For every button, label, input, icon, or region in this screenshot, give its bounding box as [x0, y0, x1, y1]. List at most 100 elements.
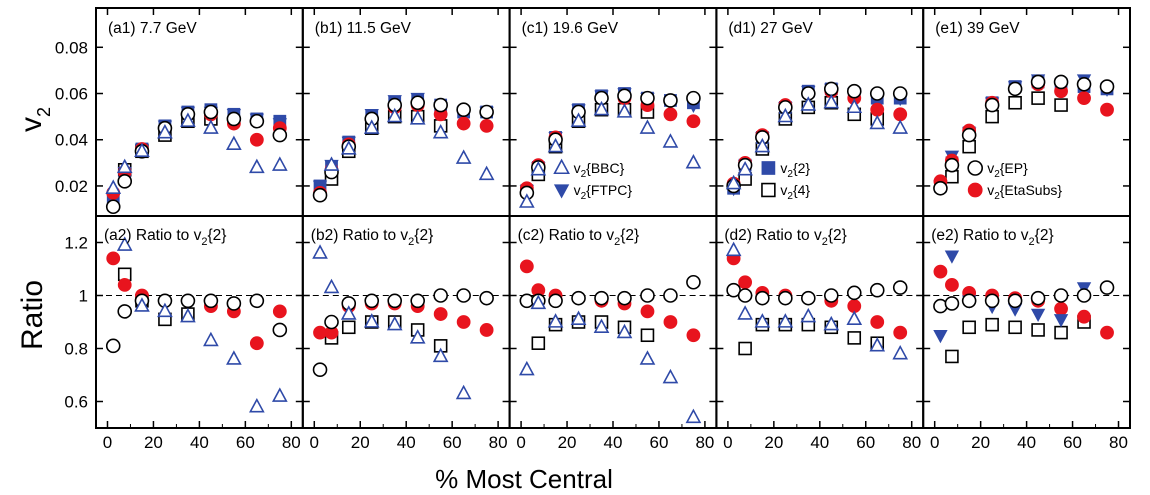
x-tick-label: 0: [723, 433, 732, 452]
data-point-v2_bbc: [105, 179, 122, 194]
data-point-v2_bbc: [518, 193, 535, 208]
data-point-v2_ep: [249, 113, 265, 129]
data-point-v2_bbc: [530, 160, 547, 176]
ratio-point-v2_ep: [433, 288, 448, 303]
data-point-v2_ep: [1053, 74, 1069, 90]
data-point-v2_eta: [479, 118, 494, 133]
data-point-v2_bbc: [754, 137, 771, 153]
data-point-v2_bbc: [409, 110, 426, 125]
data-point-v2_bbc: [134, 142, 150, 157]
x-tick-label: 0: [310, 433, 319, 452]
data-point-v2_4: [985, 109, 999, 124]
ratio-point-v2_ep: [984, 293, 1000, 309]
ratio-point-v2_4: [1031, 323, 1045, 337]
ratio-point-v2_ep: [1076, 288, 1092, 303]
legend-marker-v2_ftpc: [553, 184, 570, 199]
ratio-point-v2_ep: [312, 362, 328, 378]
ratio-point-v2_ep: [801, 290, 816, 306]
legend-marker-v2_4: [761, 182, 776, 198]
ratio-point-v2_4: [1054, 325, 1068, 340]
data-point-v2_bbc: [340, 140, 357, 155]
ratio-point-v2_eta: [519, 259, 534, 274]
data-point-v2_bbc: [869, 114, 886, 130]
legend-marker-v2_bbc: [553, 158, 570, 175]
data-point-v2_ep: [479, 104, 494, 120]
data-point-v2_ep: [272, 127, 288, 143]
ratio-point-v2_eta: [249, 336, 264, 351]
data-point-v2_ep: [433, 97, 448, 113]
ratio-point-v2_4: [1008, 320, 1022, 335]
data-point-v2_eta: [1100, 102, 1114, 117]
ratio-point-v2_ep: [226, 296, 242, 311]
ratio-point-v2_ep: [778, 290, 793, 306]
data-point-v2_bbc: [800, 96, 817, 111]
ratio-point-v2_4: [531, 336, 546, 350]
ratio-point-v2_ep: [387, 293, 403, 309]
x-tick-label: 20: [351, 433, 370, 452]
ratio-point-v2_bbc: [226, 350, 242, 365]
data-point-v2_eta: [686, 114, 701, 129]
ratio-point-v2_ep: [105, 338, 121, 354]
x-tick-label: 80: [695, 433, 714, 452]
ratio-point-v2_ep: [892, 280, 908, 295]
ratio-point-v2_eta: [433, 307, 448, 321]
ratio-point-v2_ep: [571, 290, 586, 306]
data-point-v2_bbc: [203, 119, 219, 134]
data-point-v2_bbc: [823, 93, 840, 109]
x-tick-label: 20: [764, 433, 783, 452]
data-point-v2_bbc: [737, 160, 753, 176]
x-tick-label: 40: [190, 433, 209, 452]
data-point-v2_ep: [846, 83, 862, 99]
data-point-v2_ep: [984, 97, 1000, 113]
x-tick-label: 60: [443, 433, 462, 452]
data-point-v2_ep: [105, 199, 121, 215]
ratio-point-v2_ep: [737, 288, 753, 303]
ratio-point-v2_bbc: [409, 329, 426, 344]
ratio-point-v2_eta: [456, 315, 471, 329]
ratio-point-v2_ep: [617, 290, 632, 306]
data-point-v2_ep: [823, 81, 839, 97]
ratio-point-v2_eta: [640, 304, 655, 319]
ratio-point-v2_ep: [249, 293, 265, 309]
x-tick-label: 40: [1017, 433, 1036, 452]
ratio-point-v2_eta: [870, 315, 885, 329]
ratio-point-v2_bbc: [616, 323, 633, 339]
ratio-point-v2_eta: [1100, 325, 1114, 340]
ratio-point-v2_ep: [410, 293, 425, 309]
ratio-point-v2_bbc: [639, 350, 656, 365]
ratio-point-v2_bbc: [737, 305, 753, 320]
panel-frame-bottom: [715, 215, 925, 429]
panel-label-top: (b1) 11.5 GeV: [315, 20, 412, 37]
ratio-point-v2_ep: [1007, 293, 1023, 309]
data-point-v2_eta: [456, 116, 471, 131]
data-marks: [105, 74, 1115, 424]
ratio-point-v2_eta: [1054, 301, 1068, 316]
ratio-point-v2_bbc: [312, 244, 328, 259]
y-tick-label-top: 0.06: [55, 85, 88, 104]
data-point-v2_bbc: [386, 107, 403, 123]
ratio-point-v2_bbc: [134, 297, 150, 312]
ratio-point-v2_ep: [203, 293, 219, 309]
ratio-point-v2_ep: [663, 288, 678, 303]
ratio-point-v2_eta: [945, 277, 959, 292]
ratio-point-v2_ep: [456, 288, 471, 303]
data-point-v2_bbc: [616, 103, 633, 118]
data-point-v2_bbc: [323, 156, 340, 171]
ratio-point-v2_bbc: [518, 360, 535, 376]
legend-marker-v2_2: [761, 161, 776, 175]
data-point-v2_bbc: [271, 156, 288, 171]
ratio-point-v2_bbc: [386, 315, 403, 331]
y-axis-label-bottom: Ratio: [16, 280, 49, 350]
data-point-v2_ep: [312, 187, 328, 203]
data-point-v2_ep: [1030, 74, 1046, 90]
ratio-point-v2_4: [985, 317, 999, 332]
data-point-v2_bbc: [432, 123, 449, 139]
ratio-point-v2_bbc: [157, 302, 173, 318]
ratio-point-v2_eta: [893, 325, 908, 340]
ratio-point-v2_eta: [313, 325, 327, 340]
legend-marker-v2_eta: [967, 182, 983, 198]
x-tick-label: 20: [144, 433, 163, 452]
y-tick-label-bottom: 0.8: [64, 340, 88, 359]
y-tick-label-top: 0.02: [55, 177, 88, 196]
y-tick-label-bottom: 1: [79, 287, 88, 306]
